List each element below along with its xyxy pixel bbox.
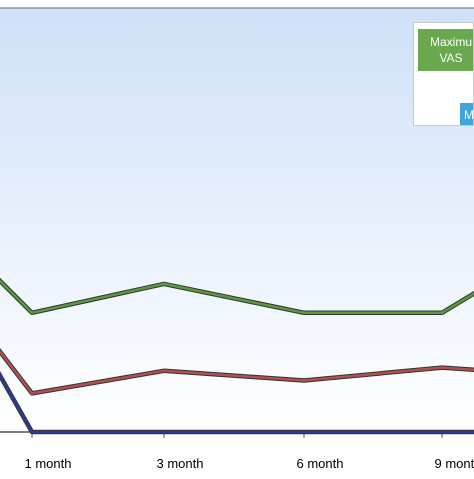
data-point bbox=[440, 430, 444, 434]
data-point bbox=[440, 366, 444, 370]
data-point bbox=[440, 311, 444, 315]
x-tick-label: 3 month bbox=[157, 456, 204, 471]
legend: Maximu VAS M bbox=[413, 22, 474, 126]
x-tick-labels: 1 month 3 month 6 month 9 month bbox=[25, 456, 474, 471]
series-line-2 bbox=[0, 349, 474, 395]
data-point bbox=[302, 430, 306, 434]
legend-label-blue: M bbox=[464, 108, 474, 122]
plot-area bbox=[0, 8, 474, 432]
legend-label-maximum-line2: VAS bbox=[439, 51, 463, 65]
series-line-3 bbox=[0, 373, 474, 434]
data-point bbox=[30, 311, 34, 315]
x-tick-label: 6 month bbox=[297, 456, 344, 471]
data-point bbox=[30, 430, 34, 434]
series-lines bbox=[0, 277, 474, 435]
data-point bbox=[302, 311, 306, 315]
legend-entry-blue: M bbox=[460, 103, 474, 125]
legend-entry-maximum-vas: Maximu VAS bbox=[418, 29, 473, 71]
data-point bbox=[162, 282, 166, 286]
x-tick-label: 9 month bbox=[435, 456, 474, 471]
data-point bbox=[302, 379, 306, 382]
data-point bbox=[162, 369, 166, 373]
data-point bbox=[162, 430, 166, 434]
x-tick-label: 1 month bbox=[25, 456, 72, 471]
data-point bbox=[30, 391, 34, 395]
legend-label-maximum-line1: Maximu bbox=[429, 35, 472, 49]
series-line-1 bbox=[0, 279, 474, 315]
